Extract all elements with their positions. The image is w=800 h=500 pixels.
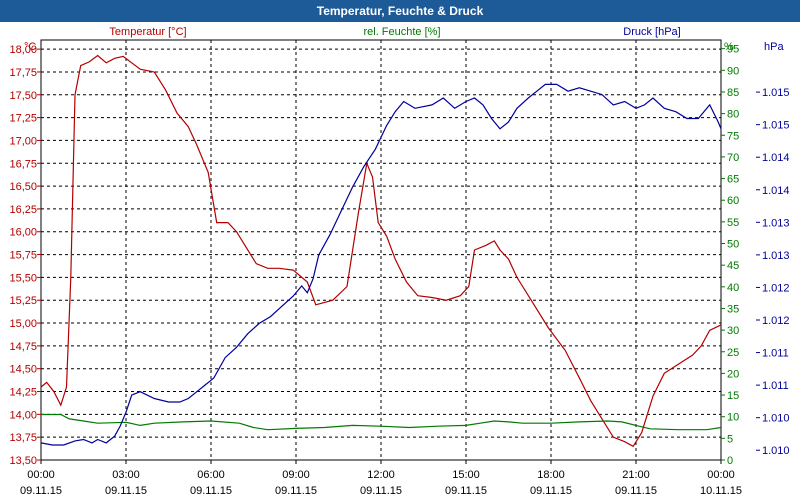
humidity-tick-label: 40 [727,282,739,294]
humidity-tick-label: 45 [727,260,739,272]
x-tick-date: 09.11.15 [530,485,572,497]
humidity-tick-label: 75 [727,130,739,142]
temperature-tick-label: 15,00 [9,318,37,330]
x-tick-time: 06:00 [197,469,225,481]
pressure-tick-label: 1.014 [762,185,790,197]
x-tick-date: 09.11.15 [275,485,317,497]
chart-area: 00:00 09.11.15 03:00 09.11.15 06:00 09.11.15 0… [9,26,789,497]
pressure-tick-label: 1.015 [762,87,790,99]
pressure-tick-label: 1.015 [762,120,790,132]
humidity-tick-label: 65 [727,174,739,186]
x-tick-time: 12:00 [367,469,395,481]
pressure-tick-label: 1.012 [762,282,790,294]
pressure-tick-label: 1.012 [762,315,790,327]
humidity-tick-label: 50 [727,239,739,251]
temperature-tick-label: 14,25 [9,387,37,399]
pressure-tick-label: 1.013 [762,217,790,229]
temperature-tick-label: 14,75 [9,341,37,353]
humidity-tick-label: 60 [727,195,739,207]
temperature-axis-title: Temperatur [°C] [109,26,186,38]
x-tick-date: 09.11.15 [105,485,147,497]
temperature-tick-label: 17,00 [9,135,37,147]
x-tick-time: 21:00 [622,469,650,481]
humidity-tick-label: 0 [727,455,733,467]
tick-layer: 00:00 09.11.15 03:00 09.11.15 06:00 09.11.15 0… [9,44,789,497]
window-title: Temperatur, Feuchte & Druck [0,0,800,22]
temperature-tick-label: 16,75 [9,158,37,170]
humidity-tick-label: 15 [727,390,739,402]
temperature-tick-label: 16,00 [9,227,37,239]
temperature-tick-label: 17,25 [9,113,37,125]
humidity-tick-label: 85 [727,87,739,99]
x-tick-date: 10.11.15 [700,485,742,497]
x-tick-time: 18:00 [537,469,565,481]
temperature-tick-label: 16,50 [9,181,37,193]
pressure-unit-label: hPa [764,41,784,53]
temperature-tick-label: 18,00 [9,44,37,56]
x-tick-date: 09.11.15 [190,485,232,497]
x-tick-time: 15:00 [452,469,480,481]
x-tick-date: 09.11.15 [360,485,402,497]
humidity-tick-label: 25 [727,347,739,359]
humidity-tick-label: 80 [727,109,739,121]
pressure-series-line [40,83,722,446]
temperature-tick-label: 15,25 [9,295,37,307]
temperature-tick-label: 17,50 [9,90,37,102]
humidity-tick-label: 70 [727,152,739,164]
x-tick-date: 09.11.15 [615,485,657,497]
humidity-tick-label: 95 [727,44,739,56]
pressure-tick-label: 1.014 [762,152,790,164]
series-layer [40,54,722,448]
temperature-tick-label: 15,75 [9,250,37,262]
x-tick-time: 00:00 [27,469,55,481]
pressure-tick-label: 1.010 [762,445,790,457]
temperature-tick-label: 14,50 [9,364,37,376]
humidity-tick-label: 35 [727,303,739,315]
humidity-tick-label: 20 [727,368,739,380]
temperature-tick-label: 17,75 [9,67,37,79]
temperature-tick-label: 16,25 [9,204,37,216]
x-tick-date: 09.11.15 [445,485,487,497]
x-tick-time: 09:00 [282,469,310,481]
pressure-tick-label: 1.011 [762,380,789,392]
humidity-unit-label: % [724,41,734,53]
pressure-tick-label: 1.011 [762,348,789,360]
temperature-unit-label: °C [24,41,36,53]
temperature-tick-label: 15,50 [9,272,37,284]
humidity-tick-label: 5 [727,433,733,445]
temperature-tick-label: 13,75 [9,432,37,444]
grid [37,40,760,464]
x-tick-time: 00:00 [707,469,735,481]
humidity-tick-label: 90 [727,65,739,77]
humidity-tick-label: 30 [727,325,739,337]
x-tick-date: 09.11.15 [20,485,62,497]
temperature-tick-label: 14,00 [9,409,37,421]
humidity-axis-title: rel. Feuchte [%] [363,26,440,38]
pressure-tick-label: 1.010 [762,413,790,425]
temperature-tick-label: 13,50 [9,455,37,467]
x-tick-time: 03:00 [112,469,140,481]
pressure-axis-title: Druck [hPa] [623,26,680,38]
humidity-tick-label: 10 [727,412,739,424]
humidity-tick-label: 55 [727,217,739,229]
pressure-tick-label: 1.013 [762,250,790,262]
temperature-series-line [40,54,722,448]
humidity-series-line [41,413,722,431]
